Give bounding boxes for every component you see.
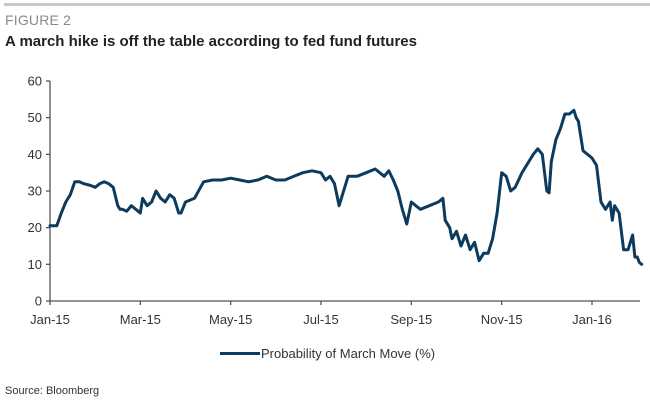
y-tick-label: 30 bbox=[28, 184, 42, 199]
legend-swatch bbox=[220, 352, 260, 355]
y-tick-label: 60 bbox=[28, 74, 42, 89]
top-rule bbox=[4, 3, 650, 6]
y-tick-label: 10 bbox=[28, 257, 42, 272]
y-tick-label: 20 bbox=[28, 220, 42, 235]
chart-area: 0 10 20 30 40 50 60 Jan-15 Mar-15 May-15 Jul-15 Se… bbox=[28, 74, 644, 327]
y-tick-label: 0 bbox=[35, 294, 42, 309]
legend: Probability of March Move (%) bbox=[220, 346, 435, 361]
y-axis: 0 10 20 30 40 50 60 bbox=[28, 74, 51, 309]
legend-label: Probability of March Move (%) bbox=[261, 346, 436, 361]
x-tick-label: Jul-15 bbox=[303, 312, 338, 327]
y-tick-label: 40 bbox=[28, 147, 42, 162]
series-line-probability bbox=[48, 108, 644, 266]
y-tick-label: 50 bbox=[28, 110, 42, 125]
x-tick-label: Sep-15 bbox=[390, 312, 432, 327]
source-note: Source: Bloomberg bbox=[5, 385, 100, 397]
x-tick-label: Jan-15 bbox=[30, 312, 70, 327]
x-tick-label: Jan-16 bbox=[572, 312, 612, 327]
x-tick-label: May-15 bbox=[209, 312, 252, 327]
x-axis: Jan-15 Mar-15 May-15 Jul-15 Sep-15 Nov-15 Jan-… bbox=[30, 300, 640, 327]
x-tick-label: Mar-15 bbox=[120, 312, 161, 327]
chart-title: A march hike is off the table according … bbox=[5, 33, 417, 50]
figure-label: FIGURE 2 bbox=[5, 12, 72, 28]
x-tick-label: Nov-15 bbox=[481, 312, 523, 327]
